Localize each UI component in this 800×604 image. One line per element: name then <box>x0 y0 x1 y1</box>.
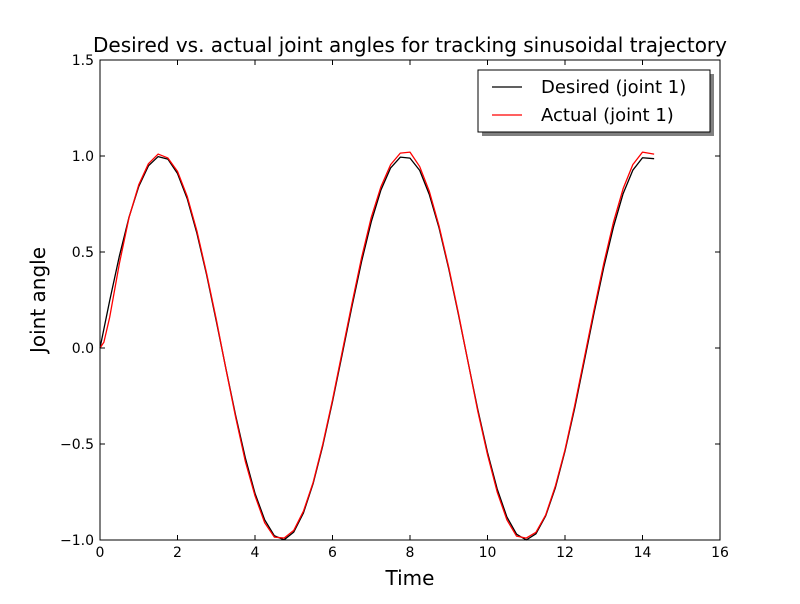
x-tick-label: 6 <box>328 545 337 561</box>
legend: Desired (joint 1) Actual (joint 1) <box>477 69 714 136</box>
x-tick-label: 14 <box>634 545 652 561</box>
x-tick-label: 0 <box>96 545 105 561</box>
y-tick-label: −1.0 <box>60 533 94 549</box>
x-tick-label: 8 <box>406 545 415 561</box>
legend-box <box>477 69 711 133</box>
plot-area: 0 2 4 6 8 10 12 14 16 −1.0 −0.5 0.0 0.5 1.0 1.5 <box>60 53 729 561</box>
y-tick-label: −0.5 <box>60 437 94 453</box>
y-tick-label: 1.0 <box>72 149 94 165</box>
series-line-1 <box>99 155 655 541</box>
chart-title: Desired vs. actual joint angles for trac… <box>93 33 727 57</box>
y-axis-label: Joint angle <box>26 247 50 355</box>
y-tick-label: 0.0 <box>72 341 94 357</box>
x-tick-label: 12 <box>556 545 574 561</box>
series-line-2 <box>99 151 655 539</box>
x-axis-label: Time <box>385 566 435 590</box>
y-tick-label: 1.5 <box>72 53 94 69</box>
x-tick-label: 2 <box>173 545 182 561</box>
legend-label-1: Desired (joint 1) <box>541 77 686 98</box>
x-tick-label: 16 <box>711 545 729 561</box>
legend-label-2: Actual (joint 1) <box>541 105 674 126</box>
x-tick-label: 10 <box>479 545 497 561</box>
y-tick-label: 0.5 <box>72 245 94 261</box>
x-tick-label: 4 <box>251 545 260 561</box>
